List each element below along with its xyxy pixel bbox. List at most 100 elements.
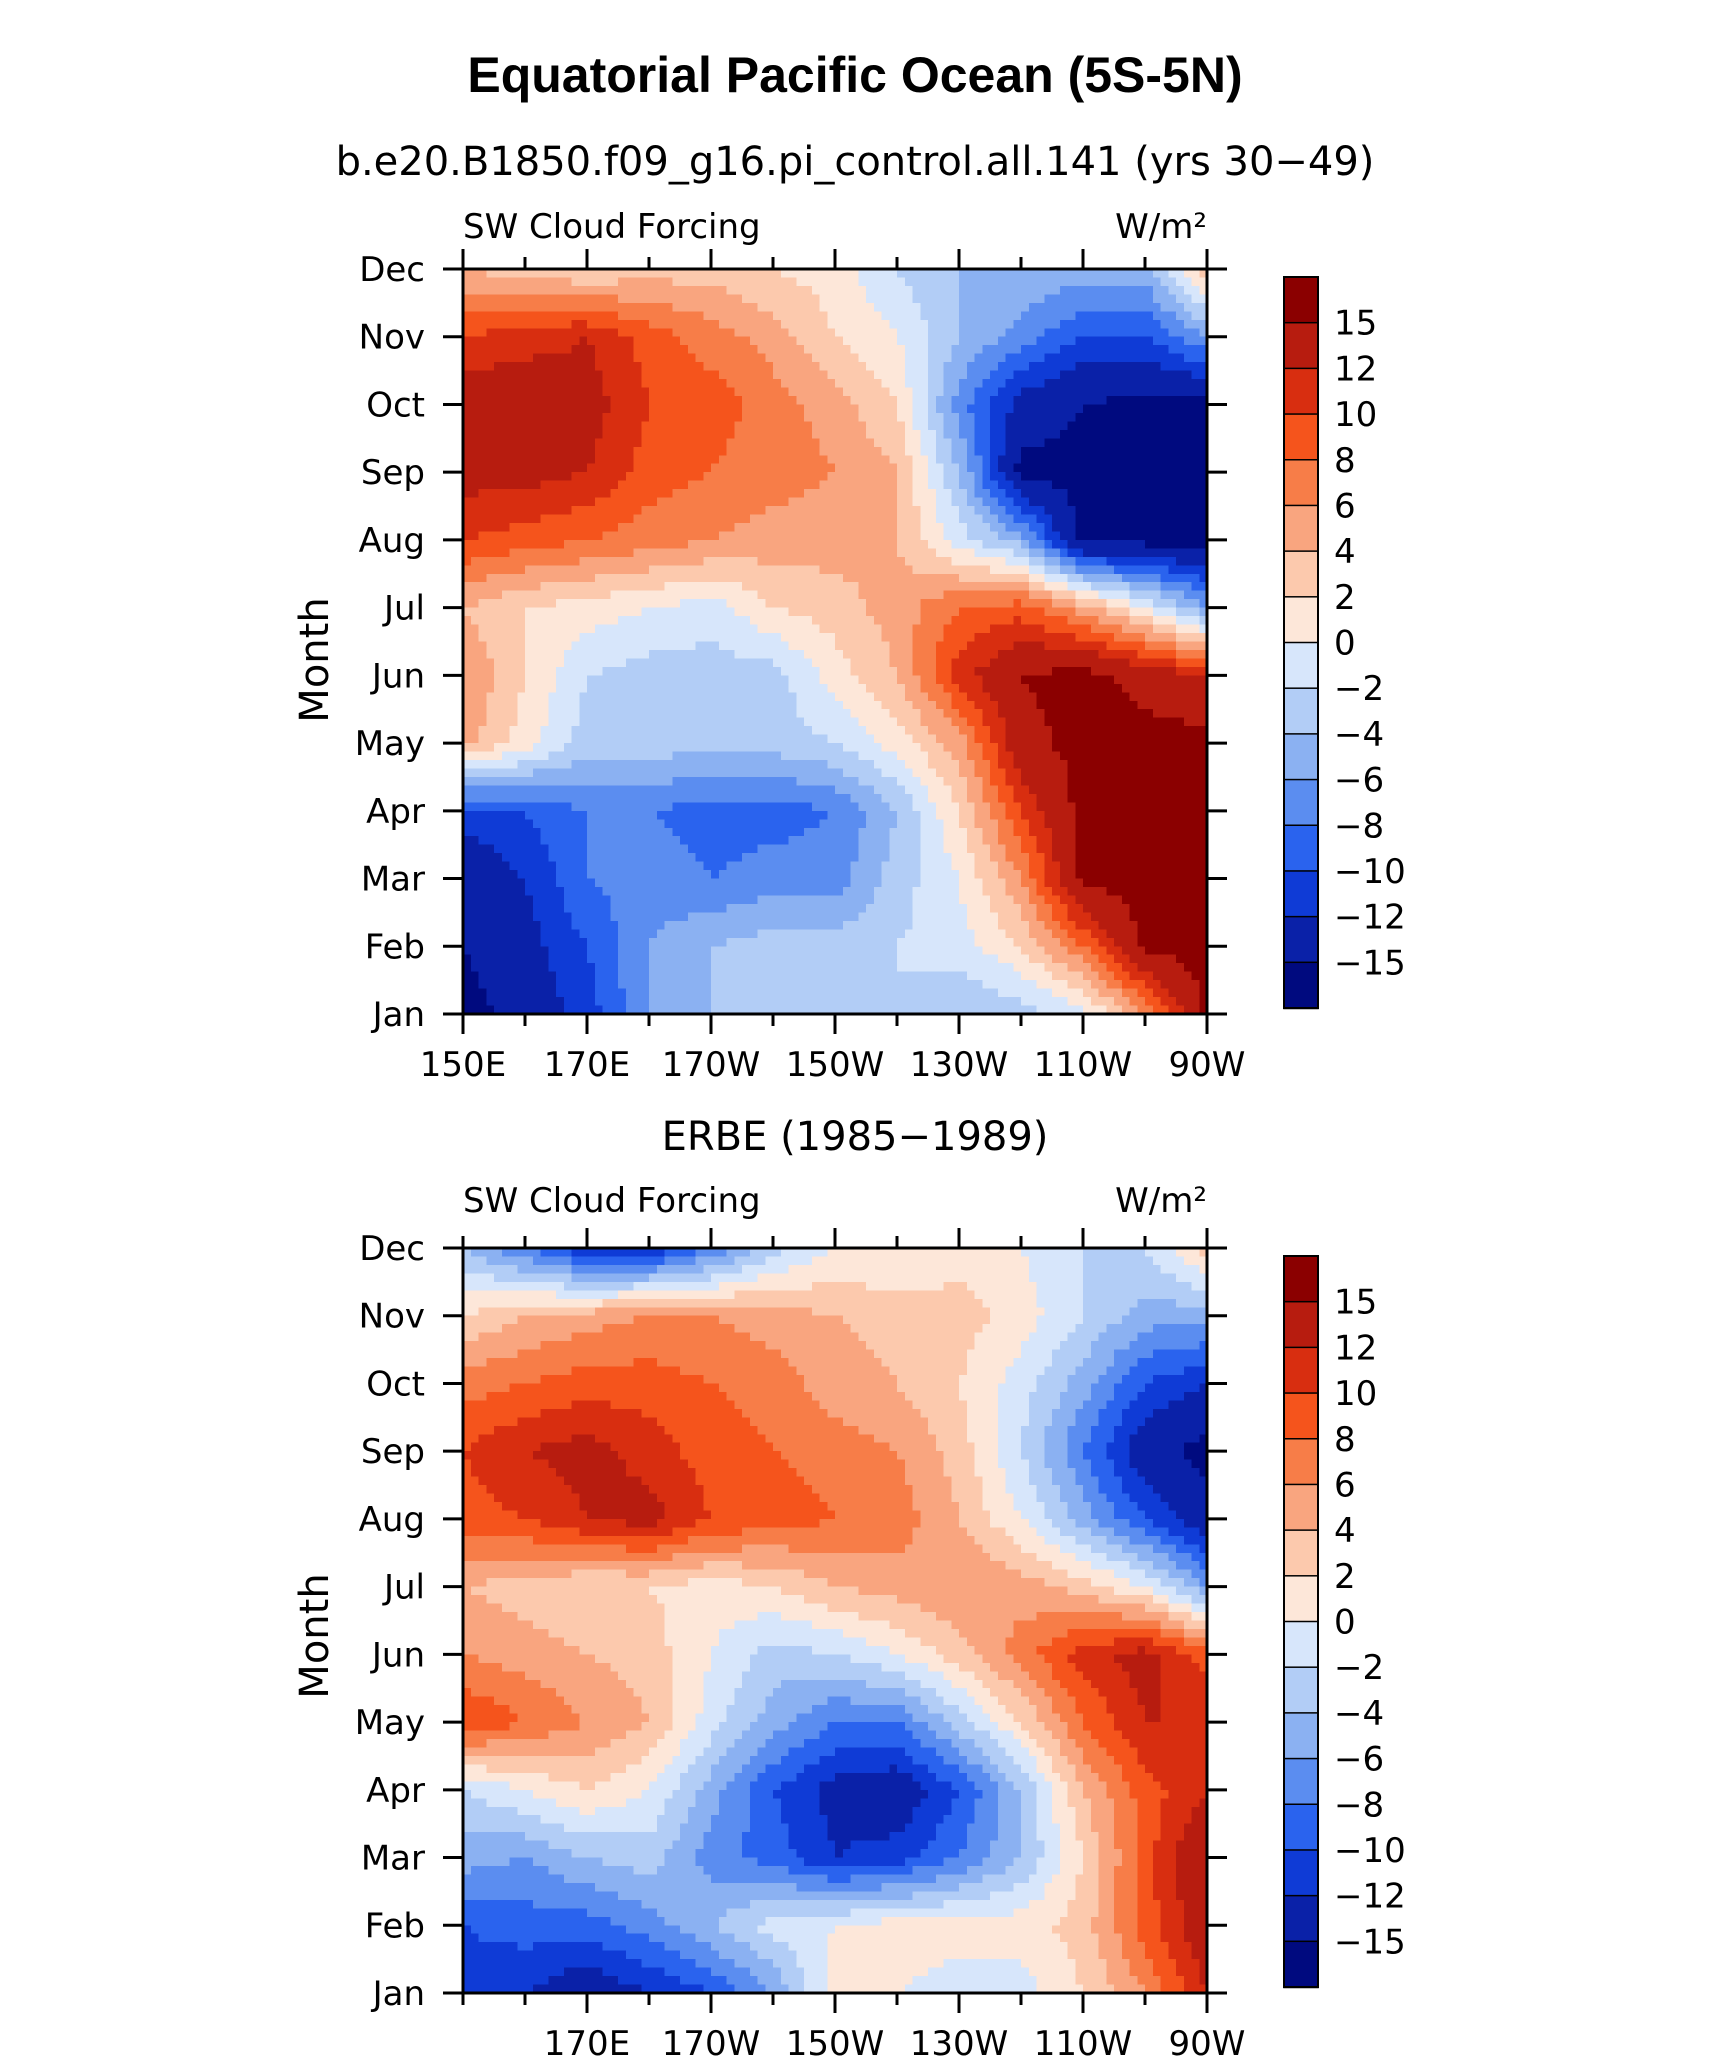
heatmap-cell	[1060, 472, 1068, 481]
heatmap-cell	[696, 608, 704, 617]
heatmap-cell	[541, 286, 549, 295]
heatmap-cell	[742, 481, 750, 490]
heatmap-cell	[1013, 608, 1021, 617]
heatmap-cell	[967, 328, 975, 337]
heatmap-cell	[727, 633, 735, 642]
heatmap-cell	[789, 616, 797, 625]
heatmap-cell	[595, 379, 603, 388]
heatmap-cell	[548, 320, 556, 329]
heatmap-cell	[1075, 650, 1083, 659]
heatmap-cell	[719, 447, 727, 456]
heatmap-cell	[618, 396, 626, 405]
heatmap-cell	[827, 286, 835, 295]
heatmap-cell	[641, 675, 649, 684]
heatmap-cell	[928, 404, 936, 413]
heatmap-cell	[494, 354, 502, 363]
heatmap-cell	[634, 481, 642, 490]
heatmap-cell	[1137, 354, 1145, 363]
heatmap-cell	[765, 650, 773, 659]
heatmap-cell	[1021, 396, 1029, 405]
heatmap-cell	[556, 277, 564, 286]
heatmap-cell	[851, 430, 859, 439]
heatmap-cell	[998, 404, 1006, 413]
heatmap-cell	[804, 650, 812, 659]
heatmap-cell	[595, 599, 603, 608]
heatmap-cell	[920, 303, 928, 312]
heatmap-cell	[618, 658, 626, 667]
heatmap-cell	[742, 540, 750, 549]
heatmap-cell	[1037, 438, 1045, 447]
heatmap-cell	[696, 379, 704, 388]
heatmap-cell	[1013, 371, 1021, 380]
heatmap-cell	[998, 311, 1006, 320]
heatmap-cell	[1044, 625, 1052, 634]
heatmap-cell	[525, 701, 533, 710]
heatmap-cell	[796, 481, 804, 490]
heatmap-cell	[843, 667, 851, 676]
heatmap-cell	[572, 684, 580, 693]
heatmap-cell	[1176, 481, 1184, 490]
heatmap-cell	[866, 582, 874, 591]
heatmap-cell	[944, 650, 952, 659]
heatmap-cell	[982, 506, 990, 515]
heatmap-cell	[672, 396, 680, 405]
heatmap-cell	[1114, 396, 1122, 405]
heatmap-cell	[951, 701, 959, 710]
heatmap-cell	[990, 692, 998, 701]
heatmap-cell	[905, 388, 913, 397]
heatmap-cell	[634, 701, 642, 710]
heatmap-cell	[502, 633, 510, 642]
heatmap-cell	[998, 675, 1006, 684]
heatmap-cell	[672, 574, 680, 583]
heatmap-cell	[1114, 328, 1122, 337]
heatmap-cell	[905, 455, 913, 464]
heatmap-cell	[1060, 371, 1068, 380]
heatmap-cell	[827, 608, 835, 617]
heatmap-cell	[634, 388, 642, 397]
heatmap-cell	[1106, 540, 1114, 549]
heatmap-cell	[1044, 421, 1052, 430]
heatmap-cell	[858, 684, 866, 693]
heatmap-cell	[680, 404, 688, 413]
heatmap-cell	[1137, 675, 1145, 684]
heatmap-cell	[1021, 650, 1029, 659]
heatmap-cell	[486, 667, 494, 676]
heatmap-cell	[944, 531, 952, 540]
heatmap-cell	[944, 684, 952, 693]
heatmap-cell	[603, 320, 611, 329]
heatmap-cell	[626, 582, 634, 591]
heatmap-cell	[781, 599, 789, 608]
heatmap-cell	[1006, 684, 1014, 693]
heatmap-cell	[494, 608, 502, 617]
heatmap-cell	[990, 379, 998, 388]
heatmap-cell	[990, 472, 998, 481]
heatmap-cell	[936, 311, 944, 320]
heatmap-cell	[1106, 447, 1114, 456]
heatmap-cell	[742, 498, 750, 507]
heatmap-cell	[866, 675, 874, 684]
heatmap-cell	[1153, 396, 1161, 405]
heatmap-cell	[928, 625, 936, 634]
heatmap-cell	[1029, 413, 1037, 422]
heatmap-cell	[820, 396, 828, 405]
heatmap-cell	[641, 354, 649, 363]
heatmap-cell	[564, 438, 572, 447]
heatmap-cell	[579, 498, 587, 507]
heatmap-cell	[1137, 379, 1145, 388]
heatmap-cell	[773, 650, 781, 659]
heatmap-cell	[750, 464, 758, 473]
heatmap-cell	[610, 506, 618, 515]
heatmap-cell	[1161, 337, 1169, 346]
heatmap-cell	[1184, 362, 1192, 371]
heatmap-cell	[975, 591, 983, 600]
heatmap-cell	[796, 608, 804, 617]
heatmap-cell	[990, 328, 998, 337]
heatmap-cell	[889, 472, 897, 481]
heatmap-cell	[502, 608, 510, 617]
heatmap-cell	[703, 515, 711, 524]
heatmap-cell	[479, 701, 487, 710]
heatmap-cell	[1060, 455, 1068, 464]
heatmap-cell	[827, 388, 835, 397]
heatmap-cell	[486, 692, 494, 701]
heatmap-cell	[1091, 531, 1099, 540]
